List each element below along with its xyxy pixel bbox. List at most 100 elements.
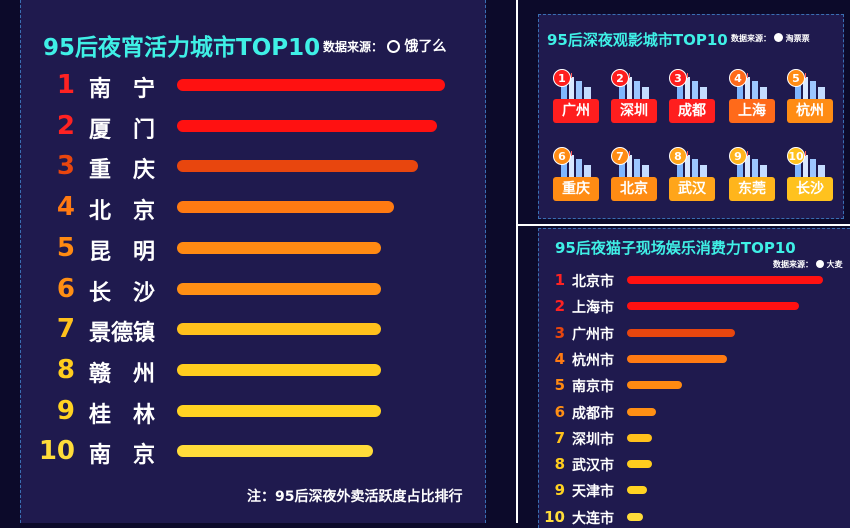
rank-number: 1 <box>56 70 75 100</box>
rank-badge: 9 <box>729 147 747 165</box>
movie-title: 95后深夜观影城市TOP10 <box>547 31 728 49</box>
rank-number: 2 <box>56 110 75 141</box>
city-card: 广州 1 <box>553 69 599 129</box>
city-label: 长 沙 <box>89 280 156 306</box>
source-label: 数据来源： <box>731 34 771 43</box>
source-brand: 大麦 <box>826 260 843 269</box>
rank-number: 6 <box>56 273 75 304</box>
city-label: 北京市 <box>572 274 614 290</box>
skyline-icon <box>735 71 769 99</box>
city-label: 南京市 <box>572 379 614 396</box>
source-label: 数据来源： <box>773 260 813 269</box>
night-snack-source: 数据来源： 饿了么 <box>323 36 446 56</box>
city-label: 广州 <box>553 99 599 123</box>
city-label: 上海市 <box>572 300 614 317</box>
city-card: 北京 7 <box>611 147 657 207</box>
rank-number: 10 <box>544 507 565 526</box>
bar <box>627 407 657 416</box>
skyline-icon <box>793 71 827 99</box>
city-label: 北京 <box>611 177 657 201</box>
bar <box>627 512 643 521</box>
city-label: 武汉市 <box>572 458 614 475</box>
bar <box>177 201 395 214</box>
bar <box>177 445 373 458</box>
skyline-icon <box>559 71 593 99</box>
city-label: 杭州 <box>787 99 833 123</box>
rank-badge: 10 <box>787 147 805 165</box>
horizontal-divider <box>516 224 850 226</box>
city-label: 桂 林 <box>89 402 156 428</box>
city-card: 东莞 9 <box>729 147 775 207</box>
city-label: 重庆 <box>553 177 599 201</box>
rank-number: 3 <box>56 151 75 182</box>
rank-number: 8 <box>554 455 565 474</box>
skyline-icon <box>617 71 651 99</box>
city-label: 深圳 <box>611 99 657 123</box>
city-card: 重庆 6 <box>553 147 599 207</box>
rank-number: 4 <box>56 192 75 223</box>
bar <box>177 404 381 417</box>
city-label: 景德镇 <box>89 321 156 347</box>
night-snack-note: 注：95后深夜外卖活跃度占比排行 <box>247 489 463 505</box>
bar <box>177 323 381 336</box>
skyline-icon <box>675 149 709 177</box>
rank-number: 10 <box>38 436 75 467</box>
rank-number: 5 <box>554 376 565 395</box>
rank-number: 9 <box>56 395 75 426</box>
bar <box>177 241 381 254</box>
rank-number: 1 <box>554 271 565 289</box>
rank-badge: 8 <box>669 147 687 165</box>
city-label: 杭州市 <box>572 352 614 369</box>
bar <box>177 160 419 173</box>
city-label: 成都市 <box>572 405 614 422</box>
skyline-icon <box>675 71 709 99</box>
city-card: 上海 4 <box>729 69 775 129</box>
city-label: 昆 明 <box>89 239 156 265</box>
source-brand: 淘票票 <box>785 34 810 43</box>
city-label: 大连市 <box>572 510 614 527</box>
late-night-movie-panel: 95后深夜观影城市TOP10 数据来源： 淘票票 广州 1 深圳 2 成都 3 上海 4 杭州 5… <box>538 14 844 219</box>
bar <box>627 354 727 363</box>
city-label: 上海 <box>729 99 775 123</box>
vertical-divider <box>516 0 518 523</box>
skyline-icon <box>793 149 827 177</box>
entertainment-title: 95后夜猫子现场娱乐消费力TOP10 <box>555 239 796 257</box>
city-label: 广州市 <box>572 326 614 343</box>
movie-source: 数据来源： 淘票票 <box>731 33 810 44</box>
rank-badge: 1 <box>553 69 571 87</box>
bar <box>177 79 445 91</box>
rank-badge: 7 <box>611 147 629 165</box>
live-entertainment-panel: 95后夜猫子现场娱乐消费力TOP10 数据来源： 大麦 1 北京市 2 上海市 3 广州市… <box>538 228 850 528</box>
skyline-icon <box>617 149 651 177</box>
rank-badge: 2 <box>611 69 629 87</box>
rank-number: 5 <box>56 232 75 263</box>
city-label: 南 京 <box>89 443 156 469</box>
city-label: 北 京 <box>89 199 156 225</box>
rank-badge: 6 <box>553 147 571 165</box>
city-label: 南 宁 <box>89 77 156 102</box>
city-label: 长沙 <box>787 177 833 201</box>
city-card: 长沙 10 <box>787 147 833 207</box>
city-card: 杭州 5 <box>787 69 833 129</box>
rank-number: 7 <box>56 314 75 345</box>
rank-number: 4 <box>554 349 565 368</box>
rank-number: 9 <box>554 481 565 500</box>
damai-logo-icon <box>815 260 824 268</box>
eleme-logo-icon <box>387 40 401 53</box>
rank-number: 2 <box>554 297 565 316</box>
bar <box>627 302 800 311</box>
entertainment-source: 数据来源： 大麦 <box>773 259 843 270</box>
city-label: 厦 门 <box>89 117 156 143</box>
city-label: 成都 <box>669 99 715 123</box>
night-snack-title: 95后夜宵活力城市TOP10 <box>43 35 321 61</box>
taopiaopiao-logo-icon <box>773 33 783 42</box>
bar <box>177 282 381 295</box>
rank-number: 8 <box>56 354 75 385</box>
rank-badge: 5 <box>787 69 805 87</box>
city-card: 武汉 8 <box>669 147 715 207</box>
city-label: 深圳市 <box>572 431 614 448</box>
source-brand: 饿了么 <box>404 39 447 55</box>
bar <box>627 486 647 495</box>
city-card: 成都 3 <box>669 69 715 129</box>
city-label: 东莞 <box>729 177 775 201</box>
